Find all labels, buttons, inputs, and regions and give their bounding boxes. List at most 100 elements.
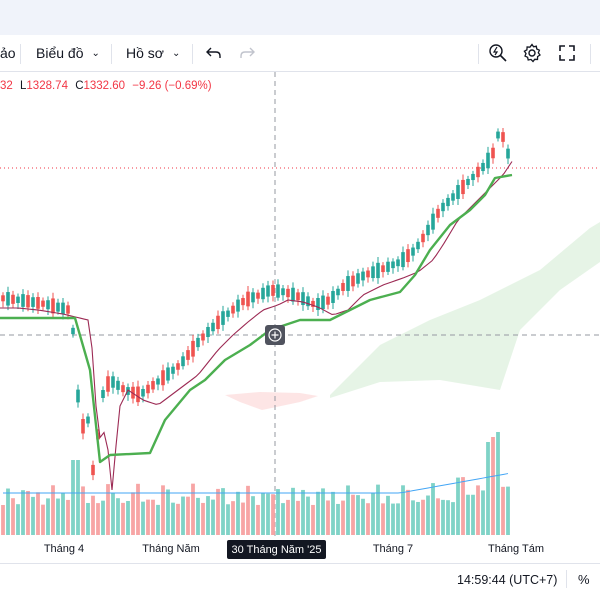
toolbar-item-partial[interactable]: ảo [0, 35, 16, 71]
volume-bar [316, 491, 320, 535]
candle-body [346, 276, 350, 291]
volume-bar [476, 485, 480, 535]
undo-icon[interactable] [203, 42, 225, 64]
candle-body [76, 389, 80, 403]
candle-body [371, 266, 375, 279]
volume-bar [41, 504, 45, 535]
ohlc-high-partial: 32 [0, 80, 13, 92]
candlesticks [1, 128, 510, 481]
volume-bar [221, 488, 225, 535]
crosshair-plus-icon[interactable] [265, 325, 285, 345]
candle-body [111, 376, 115, 388]
crosshair-time-text: 30 Tháng Năm '25 [231, 543, 322, 556]
candle-body [156, 378, 160, 385]
candle-body [356, 273, 360, 284]
ohlc-close-key: C [75, 80, 84, 92]
volume-bar [496, 432, 500, 535]
candle-body [66, 305, 70, 314]
volume-bar [336, 503, 340, 535]
candle-body [406, 249, 410, 263]
candle-body [351, 275, 355, 287]
volume-bar [11, 498, 15, 535]
quick-search-icon[interactable] [486, 41, 510, 65]
chart-menu-button[interactable]: Biểu đồ ⌄ [36, 35, 100, 71]
volume-bar [106, 484, 110, 535]
candle-body [211, 322, 215, 332]
volume-bar [376, 484, 380, 535]
candle-body [216, 315, 220, 330]
volume-bar [491, 437, 495, 535]
candle-body [31, 297, 35, 307]
ohlc-change-value: −9.26 (−0.69%) [132, 80, 212, 92]
volume-bar [481, 490, 485, 535]
candle-body [381, 265, 385, 273]
volume-bar [471, 494, 475, 535]
volume-bar [181, 496, 185, 535]
candle-body [481, 162, 485, 172]
volume-bar [211, 499, 215, 535]
candle-body [366, 270, 370, 278]
candle-body [16, 296, 20, 303]
volume-bar [351, 494, 355, 535]
volume-bar [101, 500, 105, 535]
candle-body [186, 350, 190, 360]
status-divider [566, 570, 567, 588]
candle-body [306, 296, 310, 307]
candle-body [46, 300, 50, 310]
candle-body [91, 464, 95, 476]
volume-bar [36, 492, 40, 535]
percent-scale-button[interactable]: % [578, 572, 590, 587]
moving-average-line [0, 161, 513, 491]
candle-body [446, 197, 450, 207]
toolbar-divider [192, 44, 193, 64]
volume-bar [356, 495, 360, 535]
candle-body [26, 295, 30, 308]
volume-bar [441, 499, 445, 535]
volume-bar [56, 498, 60, 535]
candle-body [476, 166, 480, 178]
volume-bar [266, 493, 270, 535]
candle-body [146, 384, 150, 394]
volume-bar [466, 494, 470, 535]
volume-bar [16, 504, 20, 535]
volume-bar [161, 485, 165, 535]
profile-menu-button[interactable]: Hồ sơ ⌄ [126, 35, 180, 71]
candle-body [286, 288, 290, 298]
candle-body [416, 241, 420, 250]
volume-bar [201, 502, 205, 535]
volume-bar [331, 491, 335, 535]
candle-body [501, 132, 505, 142]
candle-body [401, 252, 405, 268]
status-bar [0, 563, 600, 601]
time-axis[interactable]: Tháng 4 Tháng Năm Tháng 7 Tháng Tám 30 T… [0, 540, 600, 560]
volume-bar [346, 485, 350, 535]
clock-timezone-button[interactable]: 14:59:44 (UTC+7) [457, 573, 558, 587]
ohlc-close-value: 1332.60 [83, 80, 126, 92]
volume-bar [226, 504, 230, 535]
volume-bar [456, 477, 460, 535]
volume-bar [71, 460, 75, 535]
redo-icon[interactable] [236, 42, 258, 64]
volume-bar [231, 501, 235, 535]
crosshair-time-label: 30 Tháng Năm '25 [227, 540, 326, 559]
volume-bar [451, 502, 455, 535]
candle-body [281, 288, 285, 296]
candle-body [241, 298, 245, 306]
top-bar [0, 0, 600, 36]
candle-body [471, 173, 475, 181]
candle-body [421, 233, 425, 243]
volume-bar [171, 502, 175, 535]
volume-bar [431, 483, 435, 535]
toolbar-divider [478, 44, 479, 64]
settings-gear-icon[interactable] [520, 41, 544, 65]
volume-bar [126, 500, 130, 535]
volume-bar [446, 500, 450, 535]
fullscreen-icon[interactable] [555, 41, 579, 65]
candle-body [376, 262, 380, 279]
price-chart[interactable] [0, 72, 600, 542]
volume-bar [501, 486, 505, 535]
candle-body [456, 185, 460, 199]
volume-bar [421, 499, 425, 535]
candle-body [461, 179, 465, 195]
candle-body [166, 367, 170, 381]
